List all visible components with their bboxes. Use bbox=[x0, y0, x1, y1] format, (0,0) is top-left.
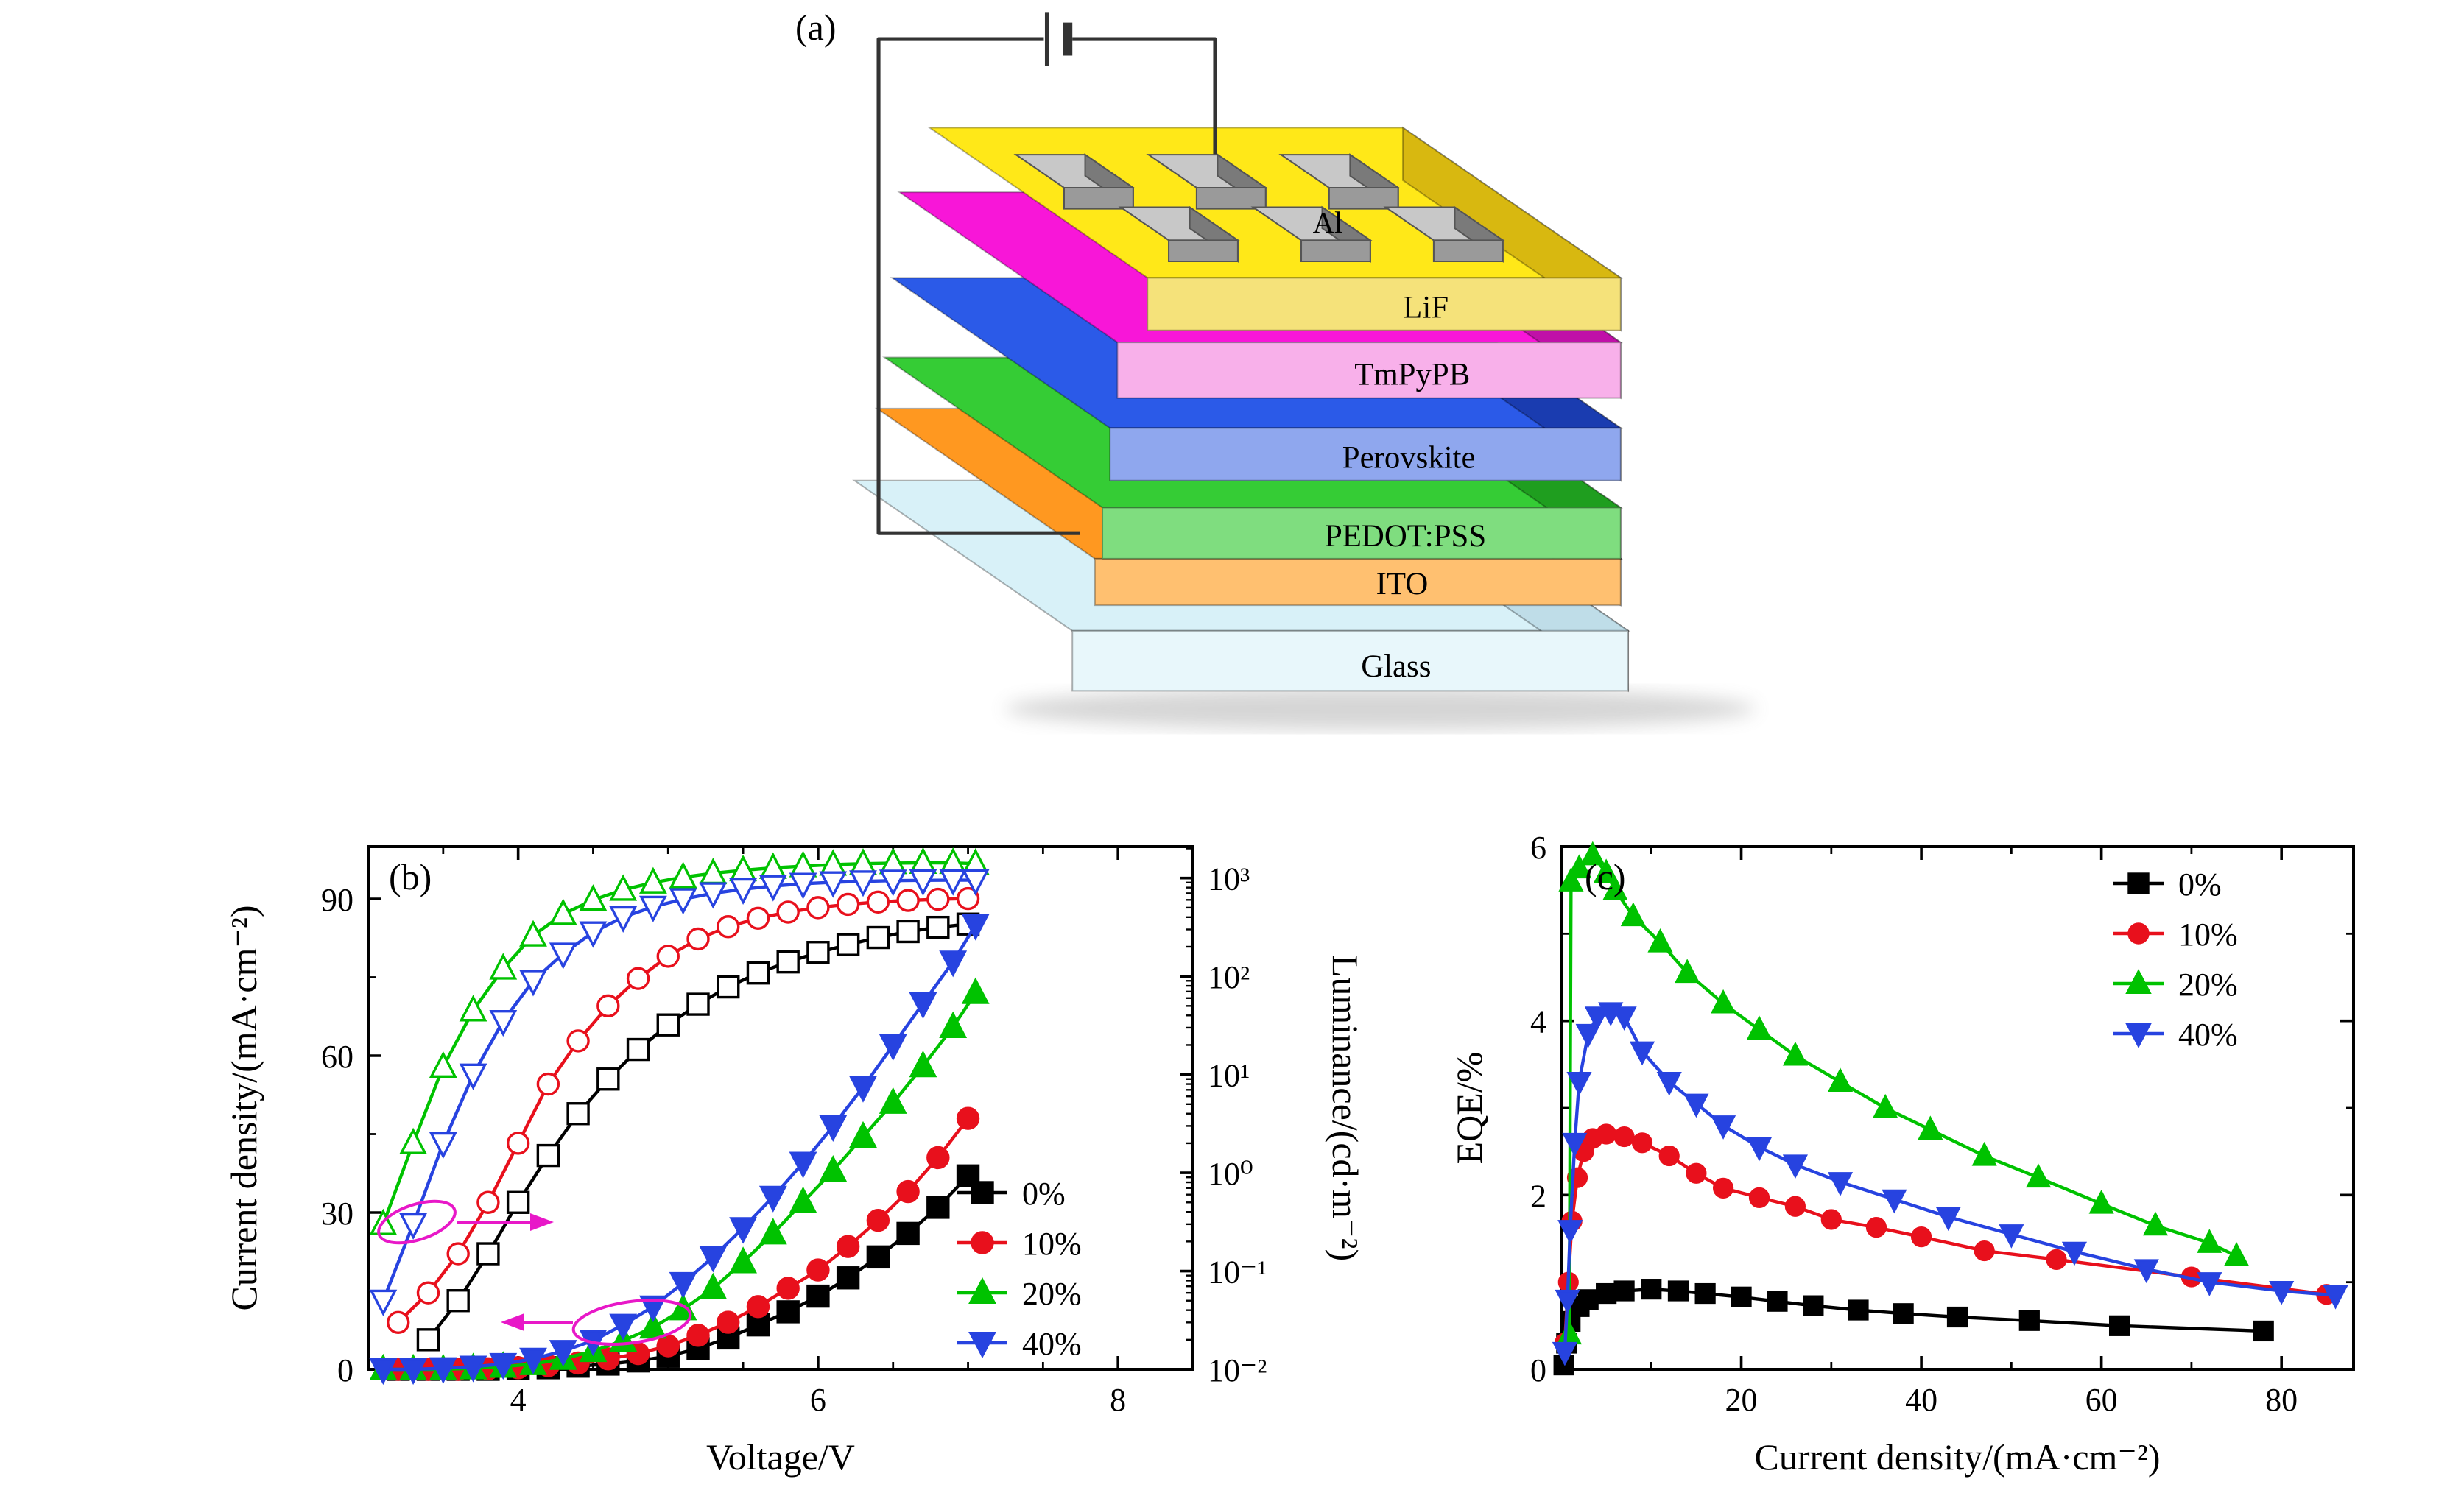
svg-text:10⁻¹: 10⁻¹ bbox=[1208, 1254, 1267, 1291]
al-contact-pads bbox=[1013, 153, 1506, 263]
svg-text:8: 8 bbox=[1110, 1382, 1126, 1418]
luminance-series bbox=[369, 847, 990, 1352]
panel-c-letter: (c) bbox=[1585, 856, 1626, 897]
axes: 20 40 60 80 0 2 4 6 bbox=[1530, 830, 2355, 1418]
battery-symbol bbox=[1044, 12, 1073, 66]
svg-text:10⁰: 10⁰ bbox=[1208, 1156, 1253, 1192]
layer-label-lif: LiF bbox=[1403, 291, 1449, 325]
jvl-chart: 4 6 8 0 30 60 90 10⁻² 10⁻¹ 10⁰ 10¹ 10² 10³ 0% 10% 20% 40… bbox=[223, 845, 1366, 1478]
legend-label-10%: 10% bbox=[2178, 917, 2238, 953]
legend-label-20%: 20% bbox=[2178, 967, 2238, 1003]
axis-annotations bbox=[377, 1199, 692, 1346]
layer-stack bbox=[852, 126, 1631, 693]
layer-label-pedot-pss: PEDOT:PSS bbox=[1325, 519, 1486, 554]
eqe-10% bbox=[1554, 1123, 2337, 1354]
al-label: Al bbox=[1313, 206, 1343, 239]
axes: 4 6 8 0 30 60 90 10⁻² 10⁻¹ 10⁰ 10¹ 10² 10³ bbox=[321, 845, 1267, 1418]
svg-text:10²: 10² bbox=[1208, 959, 1250, 995]
x-axis-title: Voltage/V bbox=[706, 1436, 855, 1478]
layer-label-tmpypb: TmPyPB bbox=[1354, 357, 1470, 392]
legend-label-0%: 0% bbox=[1022, 1176, 1066, 1212]
layer-labels: Glass ITO PEDOT:PSS Perovskite TmPyPB LiF Al bbox=[1313, 206, 1487, 684]
legend-label-40%: 40% bbox=[2178, 1017, 2238, 1053]
legend-label-40%: 40% bbox=[1022, 1326, 1082, 1362]
svg-text:80: 80 bbox=[2265, 1382, 2298, 1418]
panel-a-label: (a) bbox=[795, 9, 837, 49]
luminance-10% bbox=[387, 886, 980, 1335]
eqe-chart: 20 40 60 80 0 2 4 6 0% 10% 20% 40% (c) Current densit… bbox=[1449, 830, 2355, 1478]
y-left-axis-title: Current density/(mA·cm⁻²) bbox=[223, 906, 264, 1311]
luminance-20% bbox=[369, 847, 990, 1235]
svg-text:10⁻²: 10⁻² bbox=[1208, 1352, 1267, 1388]
svg-text:2: 2 bbox=[1530, 1178, 1546, 1214]
eqe-40% bbox=[1552, 1002, 2348, 1366]
layer-label-glass: Glass bbox=[1361, 649, 1431, 684]
svg-text:60: 60 bbox=[321, 1039, 353, 1075]
legend: 0% 10% 20% 40% bbox=[957, 1176, 1082, 1362]
x-axis-title: Current density/(mA·cm⁻²) bbox=[1755, 1436, 2161, 1478]
svg-text:6: 6 bbox=[1530, 830, 1546, 866]
y-axis-title: EQE/% bbox=[1449, 1052, 1490, 1165]
current-density-series bbox=[369, 914, 990, 1386]
legend-label-20%: 20% bbox=[1022, 1276, 1082, 1312]
luminance-0% bbox=[416, 912, 980, 1352]
svg-text:4: 4 bbox=[1530, 1004, 1546, 1040]
panel-b-letter: (b) bbox=[389, 856, 432, 897]
layer-label-ito: ITO bbox=[1376, 567, 1429, 601]
luminance-40% bbox=[369, 869, 990, 1316]
current-density-10% bbox=[387, 1106, 980, 1381]
svg-text:40: 40 bbox=[1905, 1382, 1937, 1418]
svg-text:30: 30 bbox=[321, 1196, 353, 1232]
titles: (c) Current density/(mA·cm⁻²) EQE/% bbox=[1449, 856, 2160, 1478]
circuit-wiring bbox=[876, 37, 1217, 535]
svg-text:10¹: 10¹ bbox=[1208, 1058, 1250, 1094]
current-density-40% bbox=[369, 914, 990, 1386]
svg-text:90: 90 bbox=[321, 882, 353, 918]
svg-text:4: 4 bbox=[510, 1382, 527, 1418]
legend: 0% 10% 20% 40% bbox=[2113, 866, 2238, 1053]
svg-text:0: 0 bbox=[1530, 1352, 1546, 1388]
svg-text:60: 60 bbox=[2085, 1382, 2118, 1418]
device-structure-3d: Glass ITO PEDOT:PSS Perovskite TmPyPB LiF Al bbox=[852, 12, 1756, 730]
svg-text:6: 6 bbox=[810, 1382, 826, 1418]
eqe-20% bbox=[1556, 841, 2250, 1345]
y-right-axis-title: Luminance/(cd·m⁻²) bbox=[1325, 955, 1366, 1261]
layer-label-perovskite: Perovskite bbox=[1342, 441, 1476, 476]
svg-text:10³: 10³ bbox=[1208, 861, 1250, 897]
legend-label-0%: 0% bbox=[2178, 866, 2222, 903]
stack-shadow bbox=[1004, 688, 1756, 730]
titles: (b) Voltage/V Current density/(mA·cm⁻²) Lum… bbox=[223, 856, 1366, 1478]
eqe-series bbox=[1552, 841, 2348, 1376]
eqe-0% bbox=[1553, 1279, 2274, 1376]
svg-text:20: 20 bbox=[1725, 1382, 1758, 1418]
svg-text:0: 0 bbox=[337, 1352, 353, 1388]
legend-label-10%: 10% bbox=[1022, 1226, 1082, 1262]
